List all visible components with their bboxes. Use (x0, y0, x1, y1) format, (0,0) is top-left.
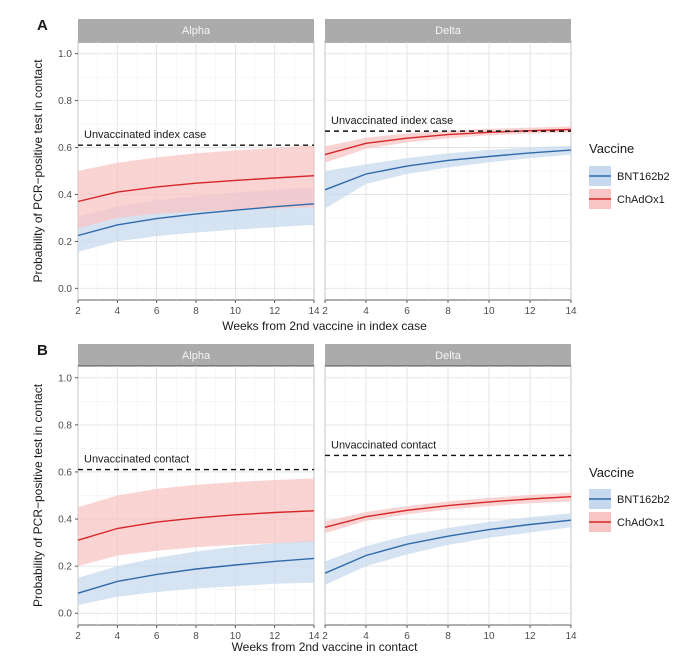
facet-strip (325, 19, 571, 41)
x-tick-label: 6 (404, 631, 410, 642)
x-tick-label: 2 (322, 631, 328, 642)
x-tick-label: 10 (483, 306, 495, 317)
x-tick-label: 10 (230, 306, 242, 317)
y-tick-label: 0.4 (58, 515, 72, 526)
facet-strip (325, 344, 571, 366)
series-line-chadox1 (324, 128, 572, 156)
x-tick-label: 4 (363, 306, 369, 317)
x-tick-label: 12 (269, 631, 281, 642)
y-axis-title: Probability of PCR−positive test in cont… (31, 59, 45, 283)
confidence-ribbon-bnt162b2 (325, 145, 571, 209)
x-tick-label: 6 (154, 631, 160, 642)
y-tick-label: 0.6 (58, 467, 72, 478)
reference-line-label: Unvaccinated index case (84, 129, 206, 141)
x-tick-label: 2 (75, 306, 81, 317)
series-line-bnt162b2 (77, 203, 315, 237)
reference-line-label: Unvaccinated contact (84, 454, 189, 466)
confidence-ribbon-bnt162b2 (78, 540, 314, 605)
reference-line-label: Unvaccinated contact (331, 439, 436, 451)
x-tick-label: 4 (115, 631, 121, 642)
x-tick-label: 10 (230, 631, 242, 642)
y-tick-label: 1.0 (58, 373, 72, 384)
y-tick-label: 0.0 (58, 284, 72, 295)
legend-title: Vaccine (589, 465, 634, 480)
reference-line-label: Unvaccinated index case (331, 115, 453, 127)
series-line-chadox1 (77, 175, 315, 203)
panel-label: A (37, 17, 48, 34)
x-tick-label: 14 (565, 306, 577, 317)
y-tick-label: 0.2 (58, 237, 72, 248)
y-tick-label: 0.6 (58, 143, 72, 154)
x-axis-title: Weeks from 2nd vaccine in contact (232, 640, 419, 654)
x-tick-label: 14 (565, 631, 577, 642)
x-tick-label: 8 (445, 631, 451, 642)
legend-item-label: BNT162b2 (617, 494, 670, 506)
legend-item-label: BNT162b2 (617, 171, 670, 183)
y-tick-label: 0.0 (58, 609, 72, 620)
facet-strip-label: Delta (435, 350, 462, 362)
x-tick-label: 14 (308, 306, 320, 317)
y-tick-label: 0.8 (58, 96, 72, 107)
x-tick-label: 2 (75, 631, 81, 642)
facet-strip (78, 344, 314, 366)
series-line-chadox1 (77, 510, 315, 541)
x-tick-label: 6 (154, 306, 160, 317)
x-tick-label: 10 (483, 631, 495, 642)
confidence-ribbon-chadox1 (78, 145, 314, 229)
x-tick-label: 6 (404, 306, 410, 317)
facet-strip (78, 19, 314, 41)
x-axis-title: Weeks from 2nd vaccine in index case (222, 319, 427, 333)
x-tick-label: 8 (445, 306, 451, 317)
series-line-bnt162b2 (77, 557, 315, 594)
legend-title: Vaccine (589, 141, 634, 156)
x-tick-label: 2 (322, 306, 328, 317)
x-tick-label: 14 (308, 631, 320, 642)
panel-label: B (37, 342, 48, 359)
confidence-ribbon-chadox1 (325, 492, 571, 534)
facet-strip-label: Alpha (182, 25, 211, 37)
y-axis-title: Probability of PCR−positive test in cont… (31, 383, 45, 607)
confidence-ribbon-bnt162b2 (325, 513, 571, 585)
x-tick-label: 4 (115, 306, 121, 317)
y-tick-label: 0.8 (58, 420, 72, 431)
series-line-chadox1 (324, 496, 572, 528)
y-tick-label: 0.4 (58, 190, 72, 201)
x-tick-label: 12 (269, 306, 281, 317)
y-tick-label: 1.0 (58, 49, 72, 60)
x-tick-label: 12 (524, 631, 536, 642)
x-tick-label: 8 (193, 631, 199, 642)
confidence-ribbon-chadox1 (78, 478, 314, 567)
legend-item-label: ChAdOx1 (617, 194, 665, 206)
series-line-bnt162b2 (324, 149, 572, 191)
x-tick-label: 8 (193, 306, 199, 317)
facet-strip-label: Delta (435, 25, 462, 37)
legend-item-label: ChAdOx1 (617, 517, 665, 529)
series-line-bnt162b2 (324, 519, 572, 574)
x-tick-label: 4 (363, 631, 369, 642)
facet-strip-label: Alpha (182, 350, 211, 362)
y-tick-label: 0.2 (58, 562, 72, 573)
x-tick-label: 12 (524, 306, 536, 317)
